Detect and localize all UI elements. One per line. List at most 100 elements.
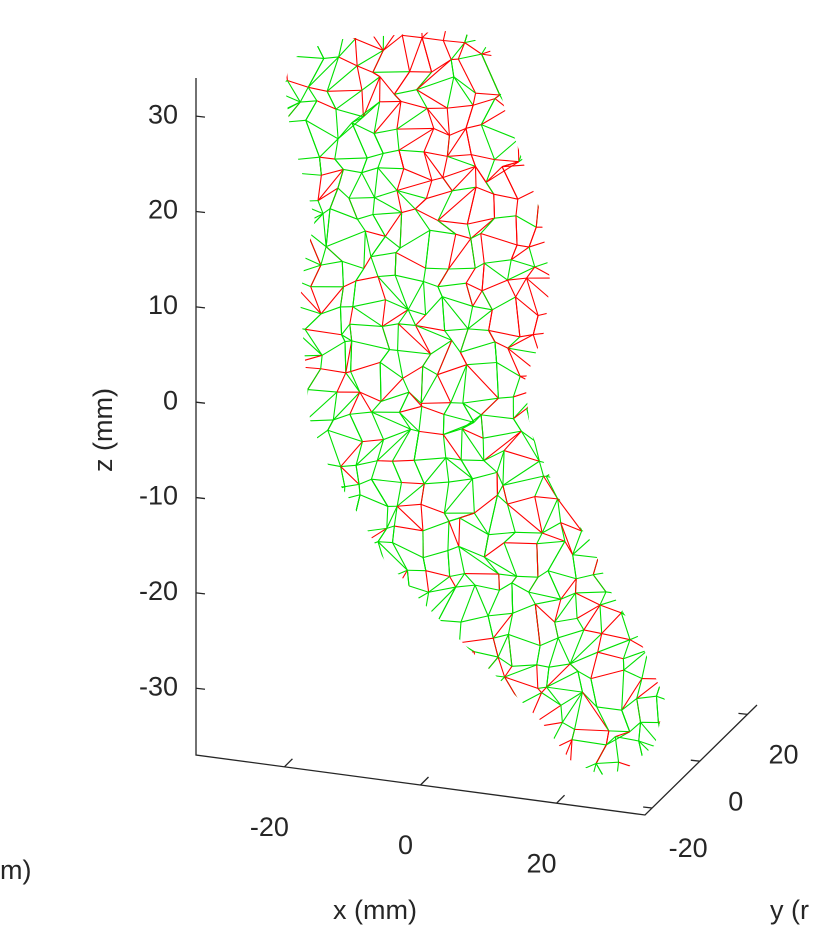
mesh-edge <box>573 398 584 420</box>
mesh-edge <box>672 246 674 263</box>
mesh-edge <box>515 215 518 246</box>
mesh-edge <box>269 706 276 720</box>
mesh-edge <box>286 80 301 103</box>
mesh-edge <box>264 545 277 574</box>
mesh-edge <box>342 630 357 644</box>
mesh-edge <box>674 511 692 531</box>
mesh-edge <box>652 146 661 158</box>
mesh-edge <box>635 365 659 373</box>
mesh-edge <box>694 660 714 664</box>
mesh-edge <box>708 410 714 444</box>
mesh-edge <box>670 84 675 98</box>
mesh-edge <box>626 156 654 159</box>
mesh-edge <box>577 256 581 286</box>
mesh-edge <box>558 330 567 344</box>
mesh-edge <box>420 483 425 505</box>
mesh-edge <box>421 405 445 415</box>
mesh-edge <box>626 36 646 40</box>
mesh-edge <box>374 128 398 135</box>
mesh-edge <box>482 438 485 461</box>
mesh-edge <box>656 366 660 396</box>
mesh-edge <box>615 731 630 738</box>
mesh-edge <box>285 55 286 63</box>
mesh-edge <box>577 45 598 73</box>
mesh-edge <box>552 833 580 841</box>
mesh-edge <box>462 397 499 404</box>
mesh-edge <box>576 604 601 619</box>
mesh-edge <box>691 708 702 709</box>
mesh-edge <box>416 76 454 91</box>
mesh-edge <box>707 178 719 187</box>
mesh-edge <box>580 820 582 833</box>
mesh-edge <box>408 391 423 407</box>
mesh-edge <box>679 613 680 640</box>
mesh-edge <box>487 590 500 617</box>
mesh-edge <box>554 259 557 279</box>
mesh-edge <box>707 158 719 178</box>
mesh-edge <box>271 90 272 116</box>
mesh-edge <box>602 353 615 365</box>
mesh-edge <box>455 233 471 240</box>
mesh-edge <box>464 782 468 813</box>
mesh-edge <box>384 235 401 249</box>
mesh-edge <box>472 93 477 106</box>
mesh-edge <box>481 279 508 292</box>
mesh-edge <box>599 605 603 634</box>
mesh-edge <box>285 254 300 260</box>
mesh-edge <box>334 158 344 170</box>
mesh-edge <box>577 256 605 268</box>
mesh-edge <box>519 375 543 389</box>
mesh-edge <box>518 137 528 140</box>
mesh-edge <box>662 561 665 589</box>
mesh-edge <box>573 419 582 443</box>
mesh-edge <box>644 111 653 130</box>
mesh-edge <box>312 32 345 37</box>
mesh-edge <box>355 38 384 51</box>
mesh-edge <box>555 236 563 260</box>
mesh-edge <box>467 306 474 329</box>
mesh-edge <box>627 82 650 117</box>
mesh-edge <box>285 672 293 688</box>
mesh-edge <box>446 76 455 109</box>
mesh-edge <box>483 762 487 775</box>
mesh-edge <box>441 296 469 330</box>
mesh-edge <box>516 244 530 248</box>
mesh-edge <box>383 149 400 154</box>
mesh-edge <box>575 483 604 507</box>
mesh-edge <box>444 330 453 341</box>
mesh-edge <box>569 663 579 672</box>
mesh-edge <box>646 216 665 247</box>
mesh-edge <box>437 268 449 287</box>
mesh-edge <box>707 791 719 809</box>
mesh-edge <box>558 42 561 59</box>
mesh-edge <box>285 398 296 402</box>
mesh-edge <box>367 700 375 713</box>
mesh-edge <box>679 441 694 462</box>
mesh-edge <box>326 675 359 708</box>
mesh-edge <box>447 155 476 167</box>
mesh-edge <box>392 542 408 571</box>
mesh-edge <box>288 748 316 753</box>
mesh-edge <box>615 346 638 359</box>
mesh-edge <box>379 630 384 649</box>
mesh-edge <box>285 490 297 506</box>
mesh-edge <box>474 166 477 188</box>
mesh-edge <box>584 177 610 195</box>
mesh-edge <box>290 522 320 530</box>
mesh-edge <box>640 433 644 451</box>
mesh-edge <box>481 108 509 126</box>
mesh-edge <box>495 719 519 734</box>
mesh-edge <box>373 760 387 775</box>
mesh-edge <box>658 365 665 376</box>
x-tick-label: 20 <box>527 848 557 878</box>
mesh-edge <box>597 526 606 558</box>
mesh-edge <box>681 178 707 205</box>
mesh-edge <box>285 363 286 367</box>
mesh-edge <box>560 592 576 600</box>
mesh-edge <box>617 256 647 264</box>
mesh-edge <box>261 122 284 123</box>
mesh-edge <box>424 771 451 775</box>
mesh-edge <box>579 299 603 308</box>
mesh-edge <box>315 737 331 753</box>
mesh-edge <box>714 639 717 659</box>
